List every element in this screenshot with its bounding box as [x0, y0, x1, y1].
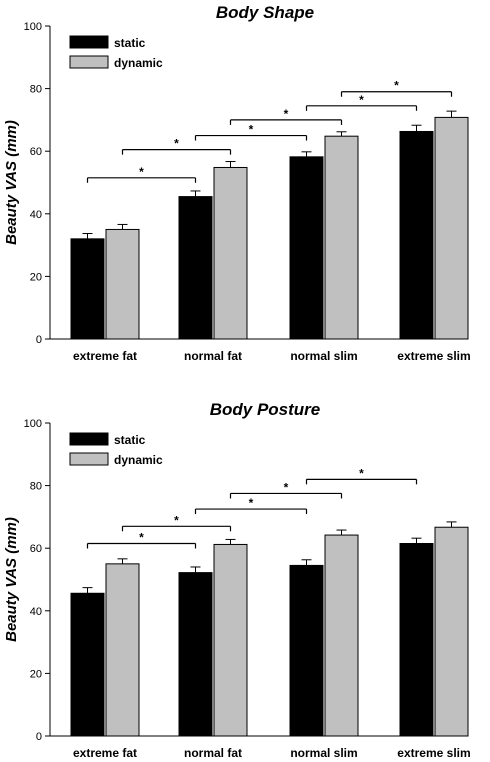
- legend-label-static: static: [114, 36, 146, 50]
- bar-static: [70, 592, 105, 737]
- bar-static: [399, 543, 434, 737]
- bar-static: [178, 196, 213, 340]
- bar-dynamic: [213, 166, 248, 340]
- legend-swatch-dynamic: [69, 55, 109, 69]
- y-tick-label: 80: [30, 481, 42, 493]
- significance-star: *: [139, 165, 144, 179]
- bar-dynamic: [324, 135, 359, 340]
- bar-dynamic: [434, 526, 469, 737]
- significance-star: *: [249, 123, 254, 137]
- bar-static: [178, 572, 213, 737]
- x-tick-label: extreme fat: [73, 746, 137, 760]
- bar-dynamic: [105, 563, 140, 737]
- x-tick-label: normal slim: [290, 349, 357, 363]
- chart-panel-2: Body Posture Beauty VAS (mm) 0 20 40 60 80 100 e…: [3, 400, 471, 760]
- y-tick-label: 60: [30, 146, 42, 158]
- chart-panel-1: Body Shape Beauty VAS (mm) 0 20 40 60 80 100 ext…: [3, 3, 471, 363]
- bar-dynamic: [105, 228, 140, 340]
- y-tick-label: 40: [30, 606, 42, 618]
- chart-title: Body Posture: [210, 400, 321, 419]
- x-tick-label: normal fat: [184, 746, 242, 760]
- significance-star: *: [249, 496, 254, 510]
- significance-star: *: [174, 137, 179, 151]
- significance-star: *: [174, 513, 179, 527]
- significance-star: *: [394, 79, 399, 93]
- y-tick-label: 0: [36, 731, 42, 743]
- y-tick-label: 60: [30, 543, 42, 555]
- significance-star: *: [284, 107, 289, 121]
- bar-static: [289, 156, 324, 340]
- x-tick-label: normal slim: [290, 746, 357, 760]
- y-tick-label: 80: [30, 84, 42, 96]
- significance-star: *: [359, 93, 364, 107]
- x-tick-label: extreme slim: [397, 746, 470, 760]
- legend-label-dynamic: dynamic: [114, 453, 163, 467]
- bar-static: [70, 238, 105, 340]
- y-axis-label: Beauty VAS (mm): [3, 517, 20, 642]
- y-tick-label: 20: [30, 668, 42, 680]
- bar-static: [289, 564, 324, 737]
- y-tick-label: 100: [24, 418, 42, 430]
- legend-swatch-dynamic: [69, 452, 109, 466]
- y-tick-label: 40: [30, 209, 42, 221]
- x-tick-label: normal fat: [184, 349, 242, 363]
- bar-dynamic: [324, 534, 359, 737]
- legend-swatch-static: [69, 35, 109, 49]
- significance-star: *: [284, 480, 289, 494]
- bar-static: [399, 130, 434, 340]
- x-tick-label: extreme fat: [73, 349, 137, 363]
- bar-dynamic: [213, 543, 248, 737]
- y-tick-label: 20: [30, 271, 42, 283]
- bar-dynamic: [434, 116, 469, 340]
- x-tick-label: extreme slim: [397, 349, 470, 363]
- y-tick-label: 100: [24, 21, 42, 33]
- legend-swatch-static: [69, 432, 109, 446]
- legend-label-static: static: [114, 433, 146, 447]
- significance-star: *: [139, 531, 144, 545]
- chart-title: Body Shape: [216, 3, 314, 22]
- y-tick-label: 0: [36, 334, 42, 346]
- y-axis-label: Beauty VAS (mm): [3, 120, 20, 245]
- legend-label-dynamic: dynamic: [114, 56, 163, 70]
- significance-star: *: [359, 466, 364, 480]
